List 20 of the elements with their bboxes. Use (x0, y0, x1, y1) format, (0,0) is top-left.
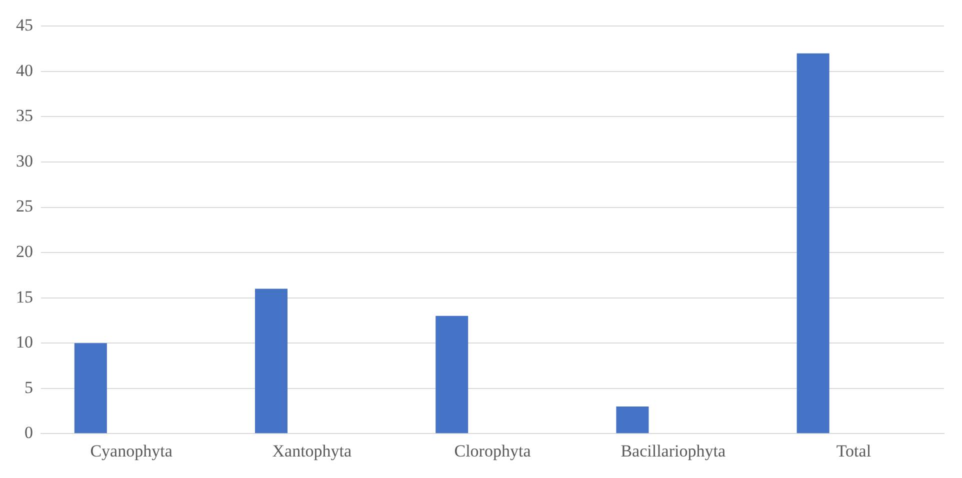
bar (255, 288, 288, 434)
x-tick-label: Total (836, 441, 872, 460)
y-tick-label: 45 (16, 16, 33, 35)
y-tick-label: 20 (16, 242, 33, 261)
y-tick-label: 30 (16, 151, 33, 170)
y-tick-label: 5 (24, 378, 33, 397)
y-tick-label: 35 (16, 106, 33, 126)
y-tick-label: 10 (16, 332, 33, 352)
x-tick-label: Bacillariophyta (620, 441, 726, 460)
bar (436, 316, 468, 434)
bar (616, 406, 649, 434)
y-tick-label: 15 (16, 287, 33, 306)
bar (74, 343, 107, 434)
x-tick-label: Xantophyta (272, 441, 352, 460)
x-tick-label: Cyanophyta (90, 441, 173, 460)
y-tick-label: 40 (16, 60, 33, 80)
y-tick-label: 25 (16, 196, 33, 216)
x-tick-label: Clorophyta (454, 441, 532, 460)
bar (796, 53, 830, 434)
y-tick-label: 0 (24, 423, 33, 442)
